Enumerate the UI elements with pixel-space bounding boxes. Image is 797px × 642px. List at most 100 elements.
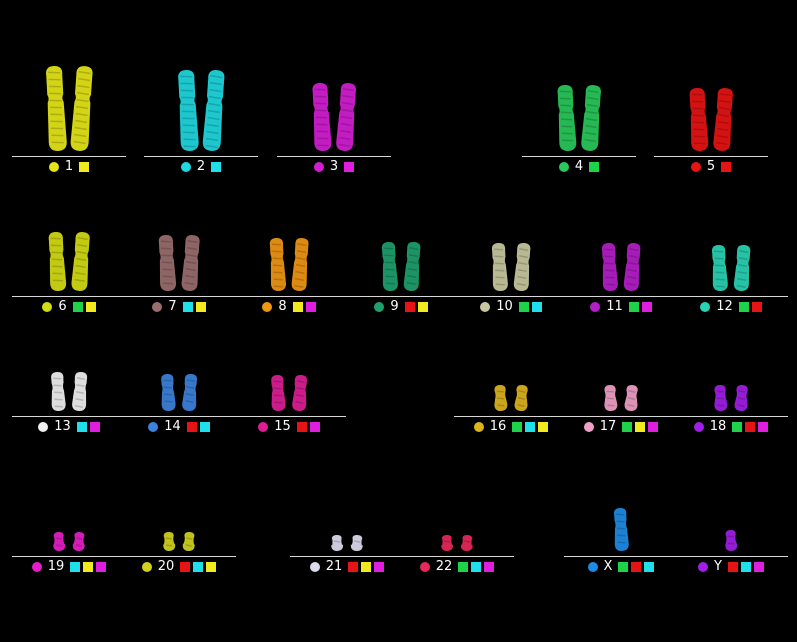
chromosome-images <box>10 53 128 153</box>
probe-square <box>193 562 204 572</box>
chromosome-label: 9 <box>390 299 399 314</box>
chromosome-images <box>10 313 128 413</box>
probe-square <box>182 302 193 312</box>
chromosome-pair-y: Y <box>672 445 790 575</box>
chromosome-13-a <box>51 372 66 411</box>
chromosome-pair-5: 5 <box>652 45 770 175</box>
chromosome-images <box>288 453 406 553</box>
baseline <box>122 556 236 557</box>
baseline <box>232 416 346 417</box>
probe-square <box>305 302 316 312</box>
probe-square <box>525 422 536 432</box>
chromosome-images <box>520 53 638 153</box>
probe-square <box>361 562 372 572</box>
chromosome-legend: 1 <box>10 159 128 175</box>
probe-square <box>538 422 549 432</box>
chromosome-images <box>120 453 238 553</box>
chromosome-legend: 17 <box>562 419 680 435</box>
baseline <box>674 416 788 417</box>
chromosome-legend: 18 <box>672 419 790 435</box>
baseline <box>564 296 678 297</box>
chromosome-legend: 9 <box>342 299 460 315</box>
chromosome-pair-4: 4 <box>520 45 638 175</box>
chromosome-5-b <box>713 88 733 151</box>
chromosome-22-b <box>460 535 473 551</box>
chromosome-6-a <box>48 232 67 291</box>
chromosome-label: 14 <box>164 419 181 434</box>
chromosome-pair-1: 1 <box>10 45 128 175</box>
chromosome-label: 20 <box>157 559 175 574</box>
chromosome-color-dot <box>700 302 711 312</box>
chromosome-legend: 12 <box>672 299 790 315</box>
chromosome-18-a <box>714 385 728 411</box>
chromosome-label: 16 <box>489 419 507 434</box>
chromosome-10-a <box>491 243 508 291</box>
chromosome-images <box>142 53 260 153</box>
chromosome-label: 12 <box>716 299 733 314</box>
baseline <box>454 416 568 417</box>
baseline <box>12 296 126 297</box>
chromosome-label: 13 <box>54 419 71 434</box>
chromosome-label: 6 <box>58 299 67 314</box>
chromosome-legend: 10 <box>452 299 570 315</box>
probe-square <box>740 562 751 572</box>
chromosome-pair-11: 11 <box>562 185 680 315</box>
baseline <box>674 296 788 297</box>
chromosome-label: 18 <box>709 419 727 434</box>
baseline <box>12 156 126 157</box>
baseline <box>144 156 258 157</box>
baseline <box>674 556 788 557</box>
chromosome-color-dot <box>473 422 484 432</box>
chromosome-pair-19: 19 <box>10 445 128 575</box>
chromosome-1-b <box>70 66 93 151</box>
chromosome-color-dot <box>590 302 601 312</box>
baseline <box>454 296 568 297</box>
chromosome-x-a <box>614 508 629 551</box>
chromosome-pair-2: 2 <box>142 45 260 175</box>
chromosome-13-b <box>72 372 88 411</box>
chromosome-pair-9: 9 <box>342 185 460 315</box>
chromosome-20-a <box>163 532 176 551</box>
chromosome-images <box>562 313 680 413</box>
probe-square <box>753 562 764 572</box>
chromosome-color-dot <box>587 562 598 572</box>
baseline <box>290 556 404 557</box>
chromosome-20-b <box>182 532 195 551</box>
chromosome-label: 21 <box>325 559 343 574</box>
probe-square <box>292 302 303 312</box>
chromosome-label: 17 <box>599 419 617 434</box>
chromosome-22-a <box>441 535 454 551</box>
chromosome-label: Y <box>714 559 722 574</box>
chromosome-pair-22: 22 <box>398 445 516 575</box>
probe-square <box>471 562 482 572</box>
chromosome-images <box>672 313 790 413</box>
chromosome-images <box>562 193 680 293</box>
chromosome-legend: 8 <box>230 299 348 315</box>
chromosome-label: 1 <box>64 159 74 174</box>
chromosome-legend: 3 <box>275 159 393 175</box>
chromosome-15-a <box>271 375 286 411</box>
probe-square <box>518 302 529 312</box>
chromosome-pair-21: 21 <box>288 445 406 575</box>
chromosome-pair-16: 16 <box>452 305 570 435</box>
chromosome-11-a <box>601 243 618 291</box>
chromosome-images <box>10 453 128 553</box>
chromosome-legend: 15 <box>230 419 348 435</box>
chromosome-legend: 6 <box>10 299 128 315</box>
chromosome-pair-13: 13 <box>10 305 128 435</box>
chromosome-color-dot <box>148 422 159 432</box>
chromosome-16-a <box>494 385 508 411</box>
chromosome-images <box>652 53 770 153</box>
chromosome-pair-10: 10 <box>452 185 570 315</box>
chromosome-color-dot <box>558 162 569 172</box>
chromosome-images <box>562 453 680 553</box>
chromosome-legend: 11 <box>562 299 680 315</box>
chromosome-color-dot <box>693 422 704 432</box>
chromosome-19-a <box>53 532 66 551</box>
chromosome-17-a <box>604 385 618 411</box>
probe-square <box>180 562 191 572</box>
chromosome-images <box>230 313 348 413</box>
chromosome-12-a <box>711 245 728 291</box>
baseline <box>122 416 236 417</box>
